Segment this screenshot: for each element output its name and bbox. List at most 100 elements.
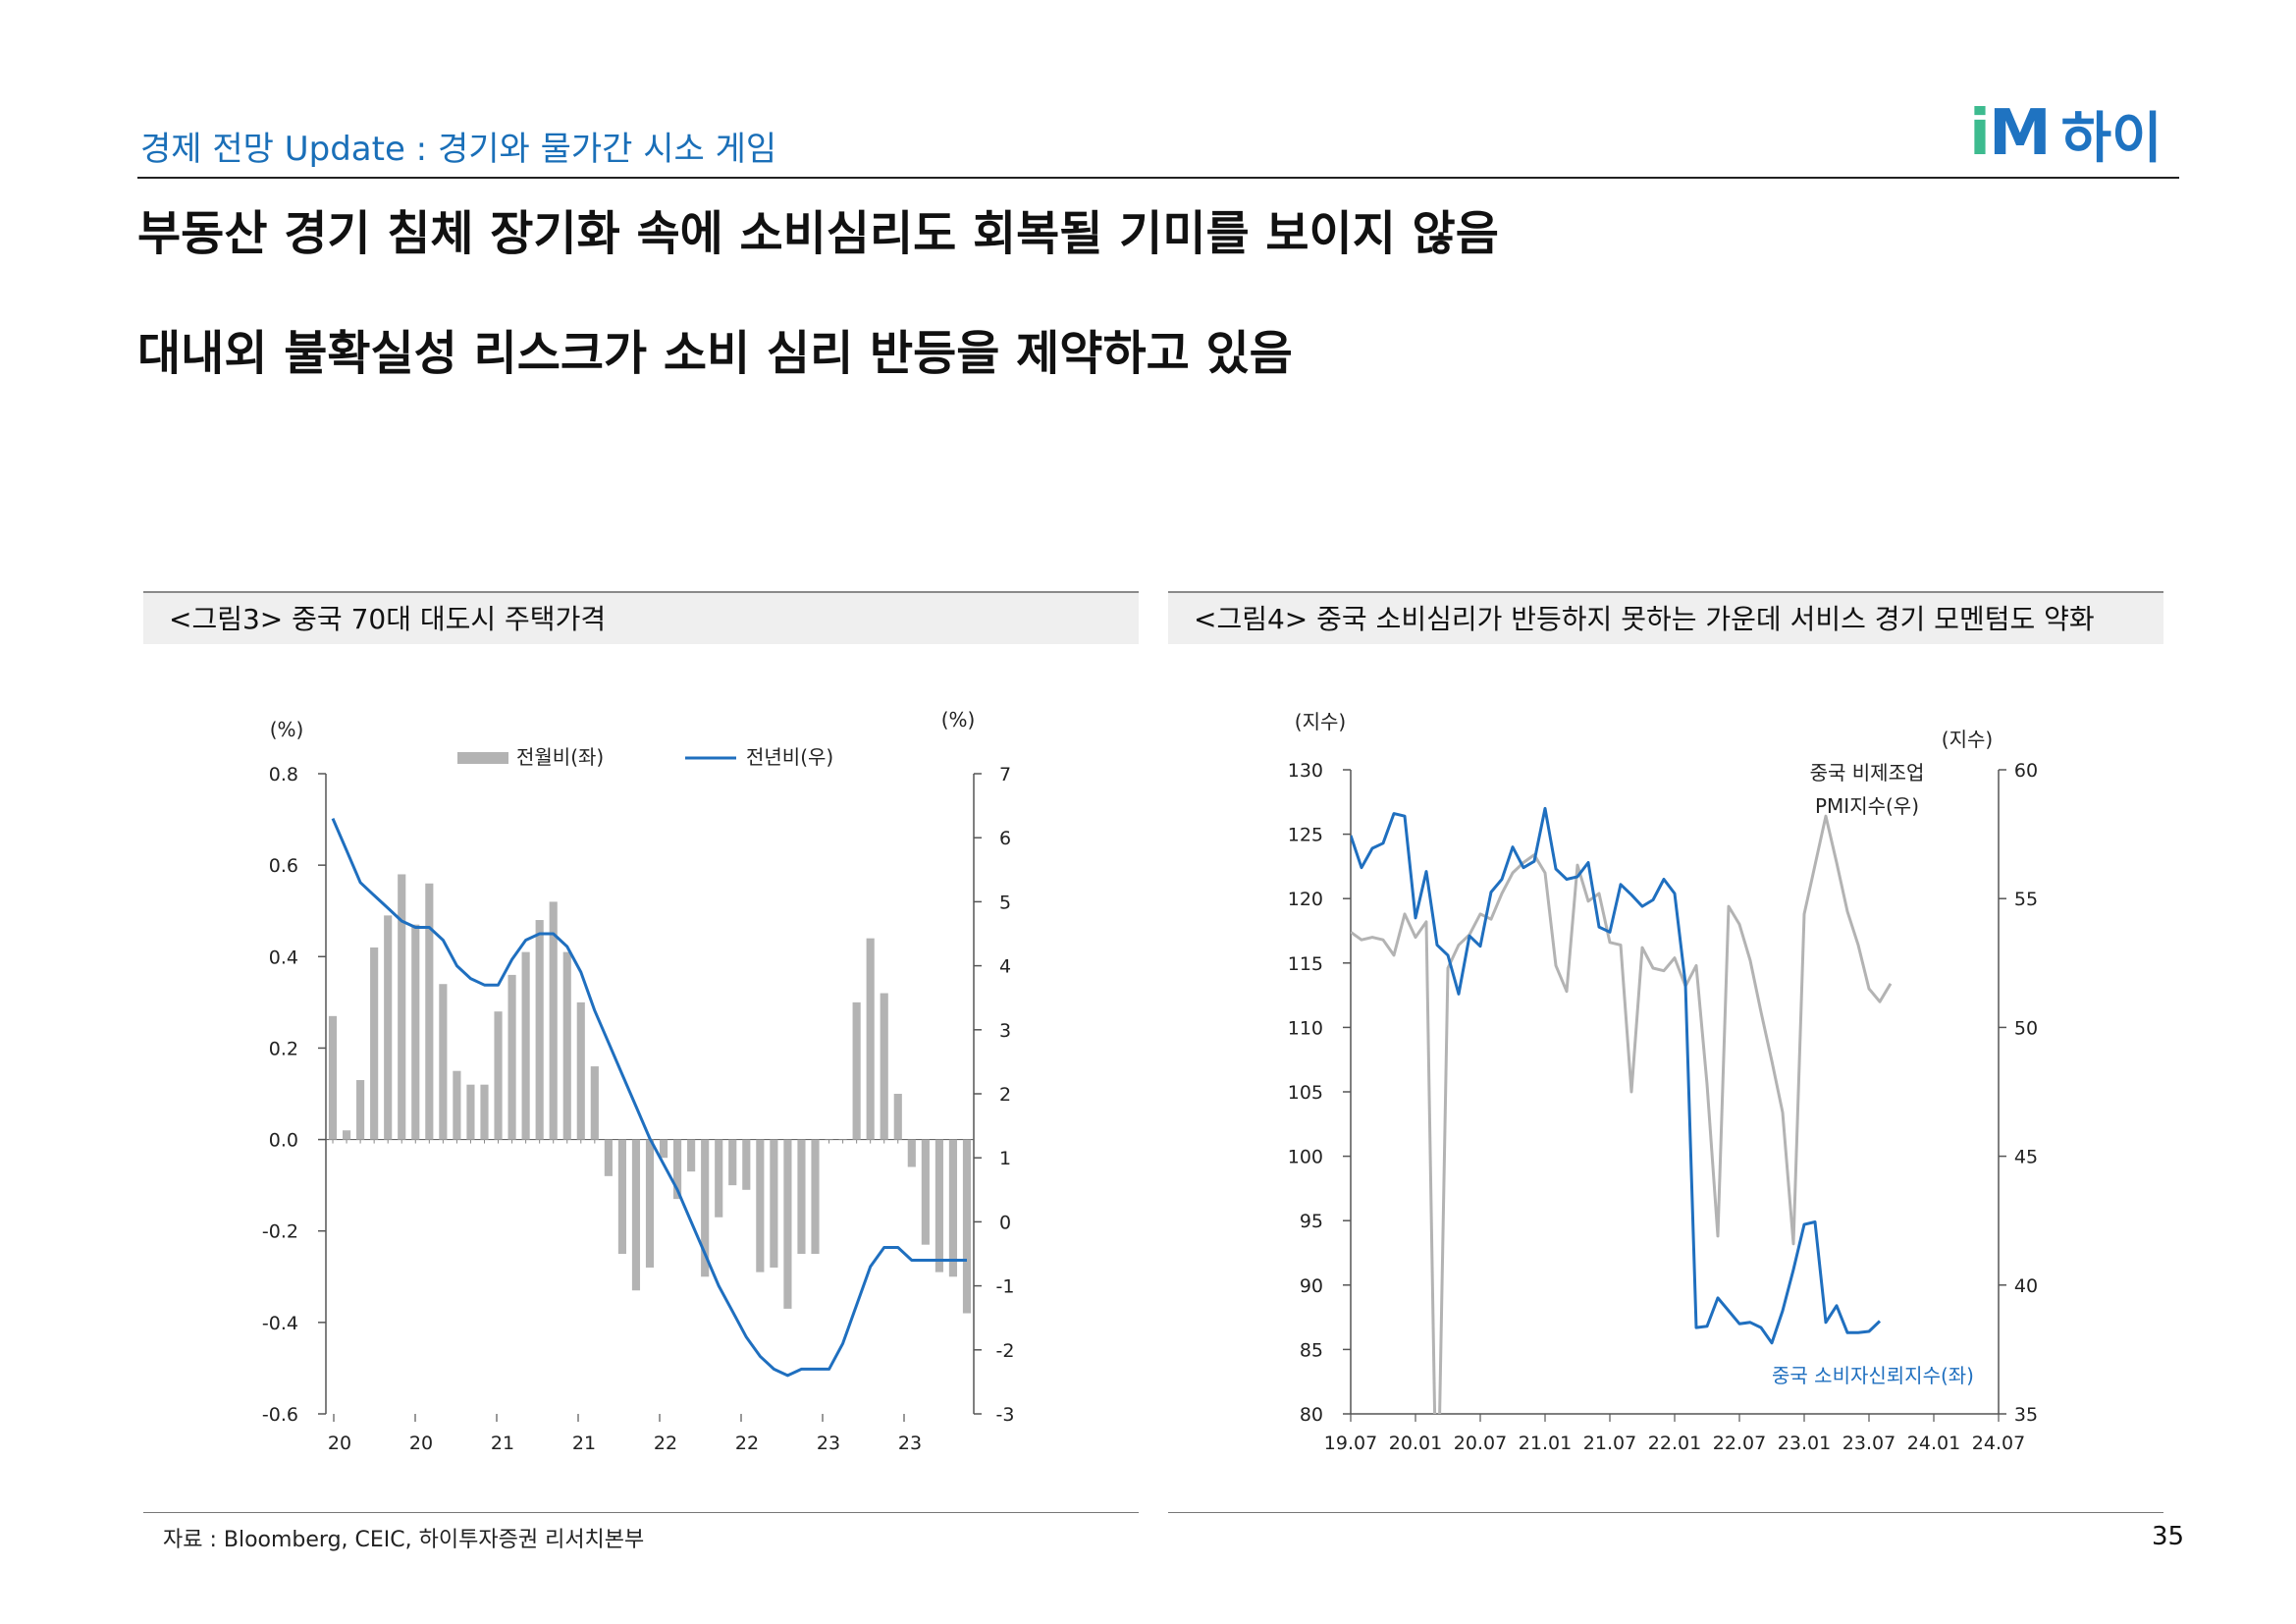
- chart2-x-tick-label: 24.07: [1972, 1433, 2025, 1454]
- chart1-bar: [370, 947, 379, 1140]
- chart2-x-tick-label: 24.01: [1907, 1433, 1960, 1454]
- chart1-bar: [880, 993, 888, 1140]
- page-number: 35: [2152, 1522, 2185, 1551]
- chart1-bar: [797, 1139, 806, 1254]
- chart1-bar: [659, 1139, 668, 1159]
- chart1-right-tick-label: 4: [999, 956, 1011, 978]
- figure3-chart: (%) (%) 전월비(좌) 전년비(우) 0.8 0.6 0.4 0.2 0.0 -0.…: [262, 708, 1015, 1454]
- chart1-bar: [549, 901, 558, 1140]
- chart1-bar: [398, 874, 406, 1140]
- chart1-bar: [921, 1139, 930, 1245]
- chart1-bar: [425, 883, 434, 1140]
- chart1-bar: [466, 1084, 475, 1140]
- chart2-left-tick-label: 85: [1300, 1339, 1323, 1361]
- chart1-left-tick-label: 0.0: [269, 1130, 298, 1152]
- footer-divider-left: [143, 1512, 1139, 1513]
- headline-secondary: 대내외 불확실성 리스크가 소비 심리 반등을 제약하고 있음: [137, 326, 1293, 381]
- chart1-bar: [701, 1139, 710, 1277]
- chart1-bar: [411, 924, 420, 1140]
- chart1-bar: [576, 1001, 585, 1140]
- chart1-bar: [342, 1130, 351, 1140]
- chart2-x-tick-label: 21.07: [1583, 1433, 1636, 1454]
- chart1-right-tick-label: 6: [999, 828, 1011, 849]
- chart2-right-unit: (지수): [1942, 728, 1993, 751]
- chart1-bar: [866, 938, 875, 1140]
- chart1-left-tick-label: 0.8: [269, 764, 298, 785]
- chart1-bar: [384, 915, 393, 1140]
- chart1-bar: [480, 1084, 489, 1140]
- chart2-pmi-line: [1351, 814, 1893, 1414]
- chart2-left-tick-label: 90: [1300, 1275, 1323, 1297]
- chart1-bar: [811, 1139, 820, 1254]
- chart1-bar: [852, 1001, 861, 1140]
- chart1-x-tick-label: 20: [409, 1433, 433, 1454]
- chart1-bar: [604, 1139, 613, 1176]
- chart1-x-tick-label: 23: [898, 1433, 922, 1454]
- logo-text: 하이: [2060, 106, 2163, 171]
- figure4-caption: <그림4> 중국 소비심리가 반등하지 못하는 가운데 서비스 경기 모멘텀도 …: [1168, 591, 2163, 644]
- chart1-bar: [521, 951, 530, 1140]
- chart2-x-tick-label: 20.01: [1389, 1433, 1442, 1454]
- chart1-legend-line-label: 전년비(우): [746, 745, 833, 769]
- chart1-bar: [742, 1139, 751, 1190]
- chart2-x-tick-label: 22.07: [1713, 1433, 1766, 1454]
- chart2-left-tick-label: 125: [1288, 825, 1323, 846]
- footer-divider-right: [1168, 1512, 2163, 1513]
- chart2-right-tick-label: 60: [2014, 760, 2038, 782]
- chart1-bar: [645, 1139, 655, 1268]
- chart2-left-unit: (지수): [1295, 710, 1346, 733]
- chart1-legend-bar-label: 전월비(좌): [516, 745, 604, 769]
- chart1-left-tick-label: -0.6: [262, 1404, 298, 1426]
- chart1-right-tick-label: -2: [996, 1340, 1015, 1362]
- chart1-bar: [907, 1139, 916, 1167]
- chart1-legend-bar-swatch: [457, 752, 508, 764]
- chart1-right-tick-label: 7: [999, 764, 1011, 785]
- chart1-bar: [893, 1094, 902, 1140]
- chart1-x-tick-label: 21: [491, 1433, 514, 1454]
- chart2-left-tick-label: 120: [1288, 889, 1323, 910]
- logo-mark: iM: [1969, 97, 2052, 170]
- chart1-right-tick-label: 0: [999, 1212, 1011, 1233]
- chart1-bar: [535, 920, 544, 1140]
- chart2-x-tick-label: 20.07: [1454, 1433, 1507, 1454]
- chart1-bar: [783, 1139, 792, 1309]
- chart2-pmi-label-line1: 중국 비제조업: [1810, 761, 1925, 785]
- chart1-bar: [494, 1011, 503, 1140]
- chart1-bar: [728, 1139, 737, 1186]
- chart2-right-tick-label: 40: [2014, 1275, 2038, 1297]
- chart1-x-tick-label: 21: [572, 1433, 596, 1454]
- chart1-bar: [934, 1139, 943, 1272]
- chart2-left-tick-label: 105: [1288, 1082, 1323, 1104]
- chart1-x-tick-label: 22: [735, 1433, 759, 1454]
- chart1-left-tick-label: 0.4: [269, 947, 298, 968]
- chart1-yoy-line: [331, 818, 967, 1378]
- chart1-bar: [673, 1139, 682, 1200]
- chart2-pmi-label-line2: PMI지수(우): [1815, 794, 1919, 818]
- chart2-x-tick-label: 23.01: [1778, 1433, 1831, 1454]
- chart2-right-tick-label: 50: [2014, 1017, 2038, 1039]
- chart1-bar: [328, 1015, 338, 1140]
- chart1-bar: [356, 1080, 365, 1140]
- chart1-left-tick-label: -0.4: [262, 1313, 298, 1334]
- chart2-right-tick-label: 45: [2014, 1147, 2038, 1168]
- chart1-bar: [439, 984, 448, 1140]
- chart1-right-unit: (%): [941, 708, 976, 731]
- chart1-bar: [507, 974, 516, 1140]
- chart2-left-tick-label: 80: [1300, 1404, 1323, 1426]
- chart1-bar: [617, 1139, 626, 1254]
- chart1-bar: [948, 1139, 958, 1277]
- chart2-x-tick-label: 22.01: [1648, 1433, 1701, 1454]
- chart1-bar: [756, 1139, 765, 1272]
- chart1-left-unit: (%): [270, 718, 304, 741]
- chart1-bar: [770, 1139, 778, 1268]
- chart2-left-tick-label: 110: [1288, 1017, 1323, 1039]
- headline-primary: 부동산 경기 침체 장기화 속에 소비심리도 회복될 기미를 보이지 않음: [137, 206, 1499, 261]
- chart1-right-tick-label: -3: [996, 1404, 1015, 1426]
- chart2-left-tick-label: 95: [1300, 1211, 1323, 1232]
- section-title: 경제 전망 Update : 경기와 물가간 시소 게임: [140, 130, 777, 169]
- company-logo: iM 하이: [1969, 97, 2163, 171]
- chart2-left-tick-label: 130: [1288, 760, 1323, 782]
- chart2-left-tick-label: 100: [1288, 1147, 1323, 1168]
- chart2-left-tick-label: 115: [1288, 953, 1323, 975]
- chart2-x-tick-label: 23.07: [1842, 1433, 1896, 1454]
